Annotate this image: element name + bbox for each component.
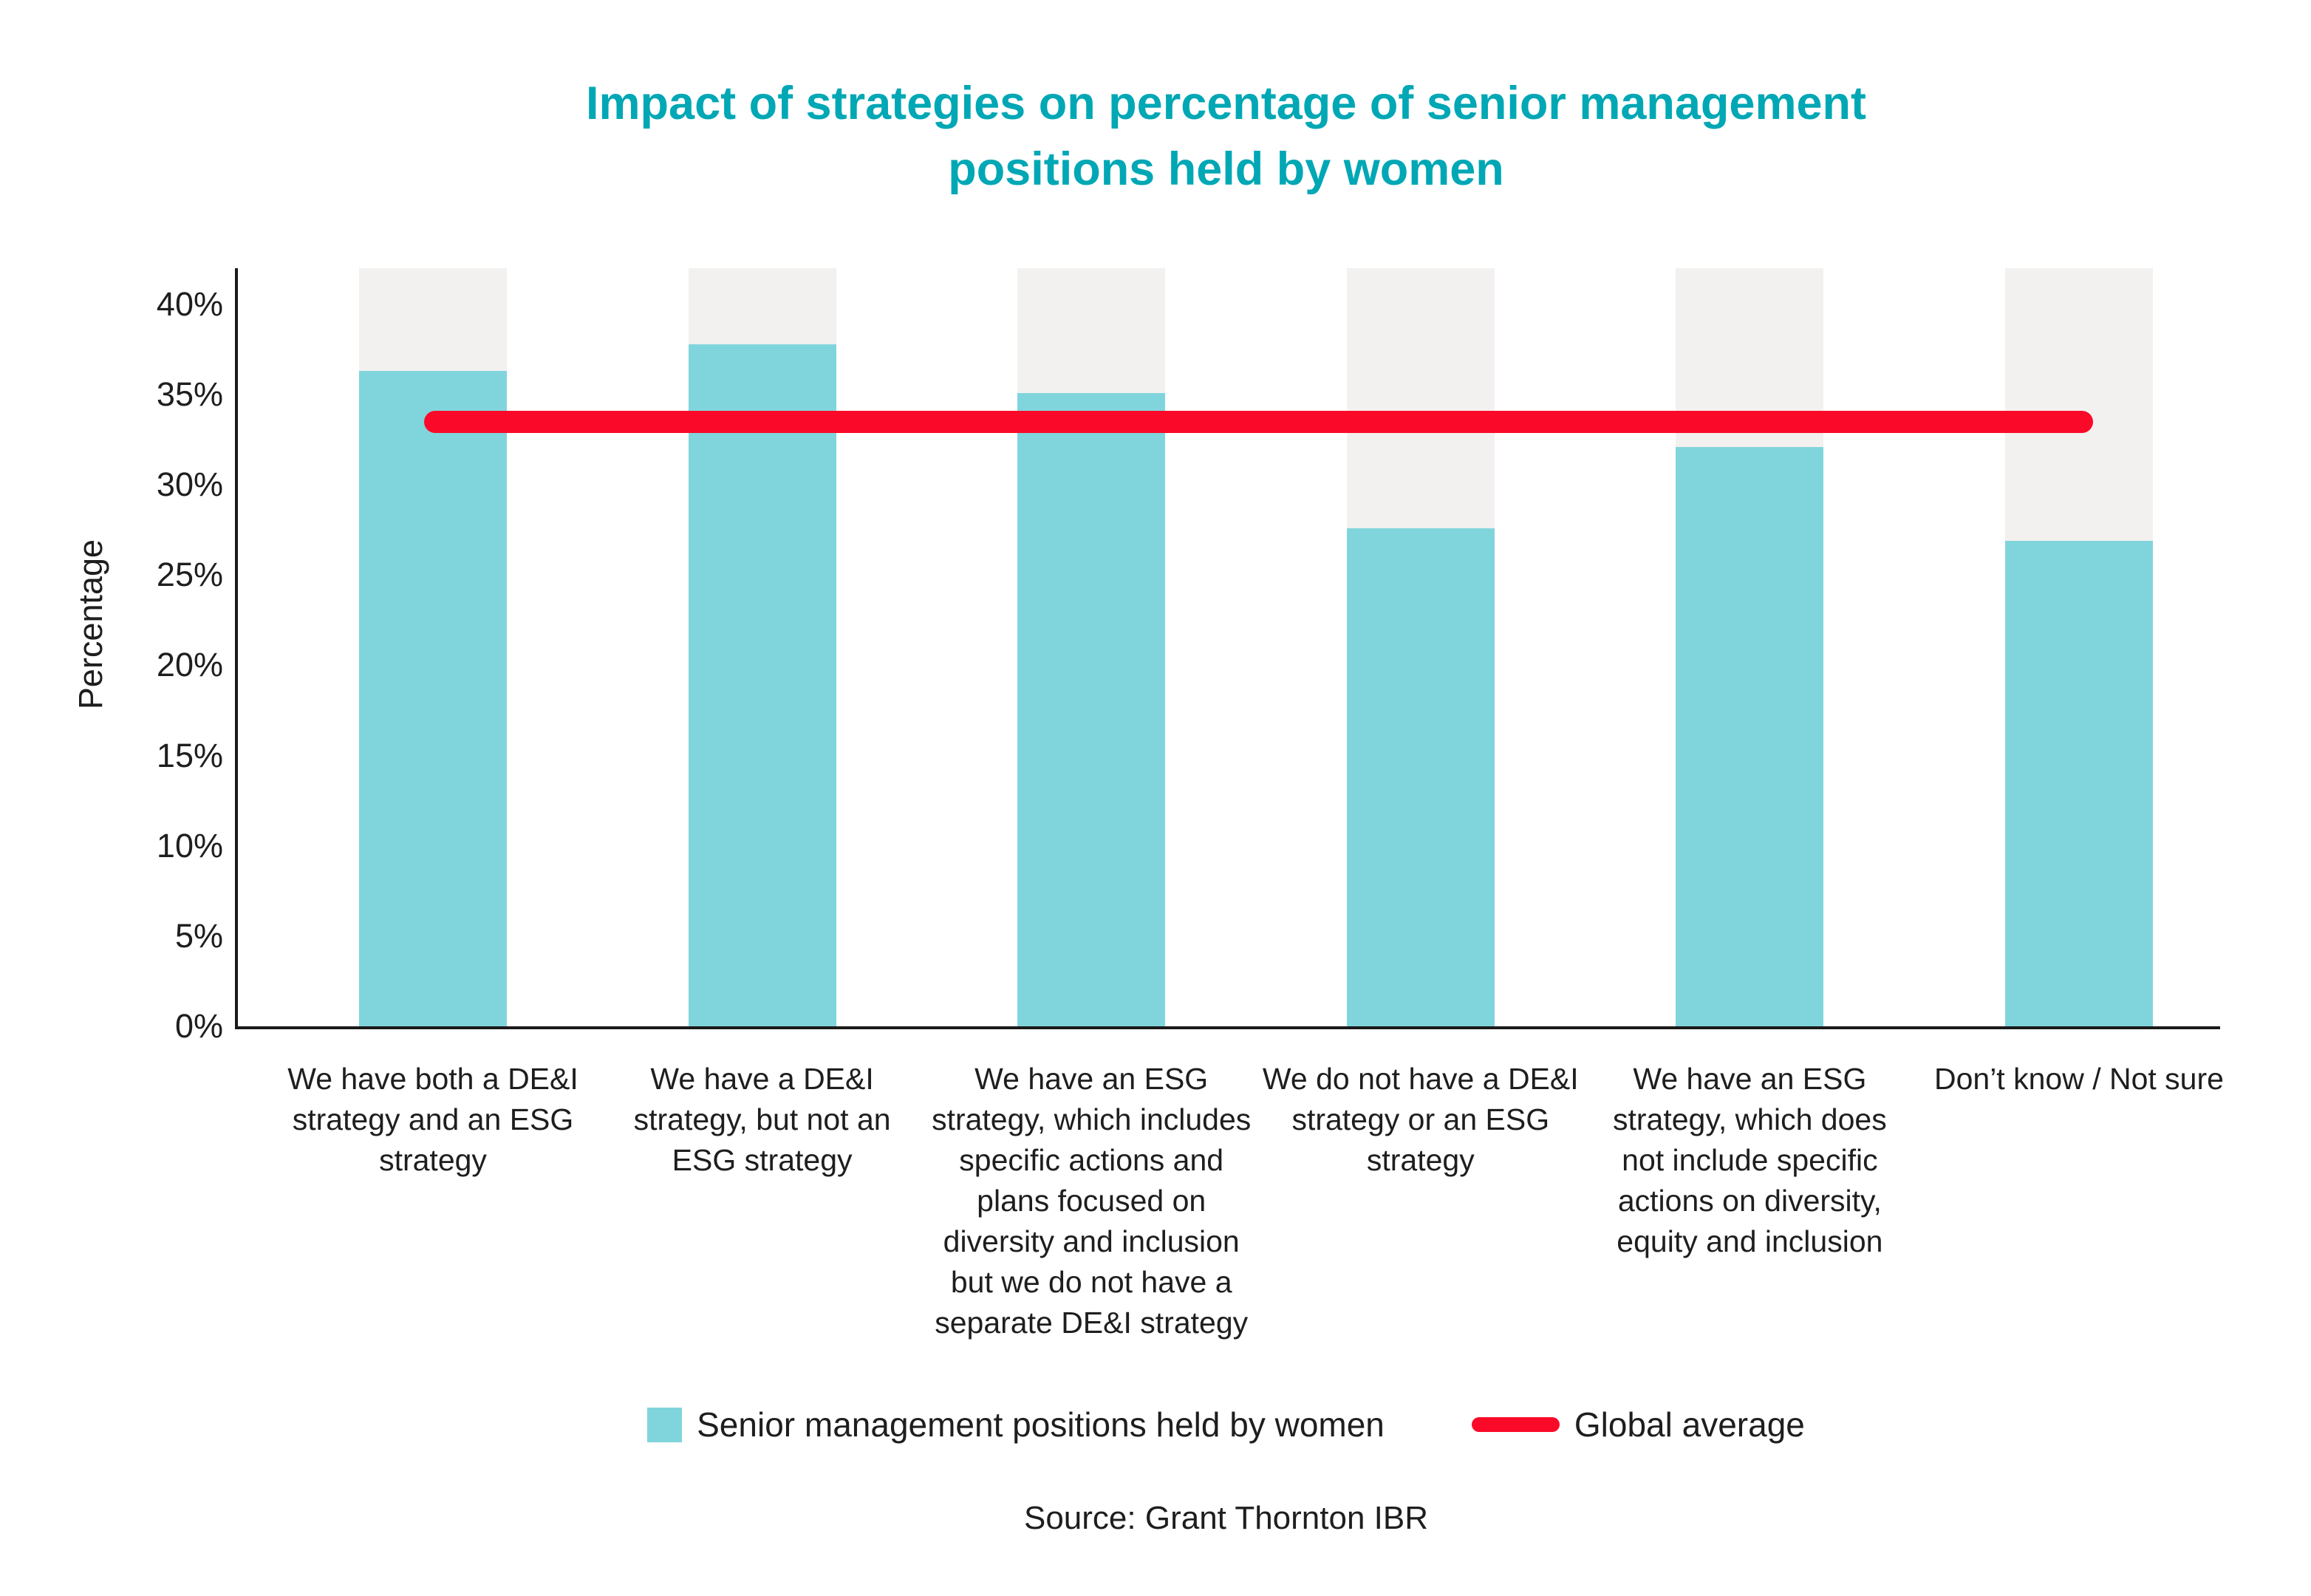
category-label: We have a DE&I strategy, but not an ESG … — [633, 1062, 891, 1177]
y-tick-label: 40% — [156, 284, 223, 323]
y-tick-label: 25% — [156, 556, 223, 594]
y-tick-label: 10% — [156, 826, 223, 864]
category-label: We have both a DE&I strategy and an ESG … — [287, 1062, 578, 1177]
bar-swatch-icon — [647, 1407, 683, 1442]
category-label: We have an ESG strategy, which includes … — [932, 1062, 1252, 1340]
y-tick-label: 35% — [156, 375, 223, 413]
y-axis-tick-labels: 0% 5% 10% 15% 20% 25% 30% 35% 40% — [0, 268, 223, 1045]
legend-item-average: Global average — [1471, 1405, 1805, 1445]
y-tick-label: 20% — [156, 646, 223, 684]
source-note: Source: Grant Thornton IBR — [1023, 1500, 1428, 1536]
plot-area: We have both a DE&I strategy and an ESG … — [235, 268, 2224, 1340]
bar — [2004, 540, 2153, 1026]
category-label: Don’t know / Not sure — [1933, 1062, 2224, 1096]
legend-label-series: Senior management positions held by wome… — [697, 1405, 1385, 1444]
legend-item-series: Senior management positions held by wome… — [647, 1405, 1385, 1445]
bar — [1676, 446, 1824, 1026]
y-tick-label: 15% — [156, 736, 223, 774]
line-swatch-icon — [1471, 1417, 1560, 1432]
legend-label-average: Global average — [1574, 1405, 1805, 1444]
y-tick-label: 5% — [174, 916, 223, 955]
bar — [1017, 392, 1166, 1026]
title-wrap: Impact of strategies on percentage of se… — [235, 71, 2217, 203]
bar — [688, 344, 836, 1026]
legend: Senior management positions held by wome… — [235, 1405, 2217, 1445]
category-label: We do not have a DE&I strategy or an ESG… — [1262, 1062, 1579, 1177]
category-label: We have an ESG strategy, which does not … — [1613, 1062, 1887, 1258]
y-tick-label: 30% — [156, 466, 223, 504]
y-tick-label: 0% — [174, 1007, 223, 1045]
bar — [359, 371, 507, 1026]
chart-title: Impact of strategies on percentage of se… — [586, 78, 1866, 196]
global-average-line — [424, 410, 2094, 433]
bar — [1346, 528, 1495, 1026]
